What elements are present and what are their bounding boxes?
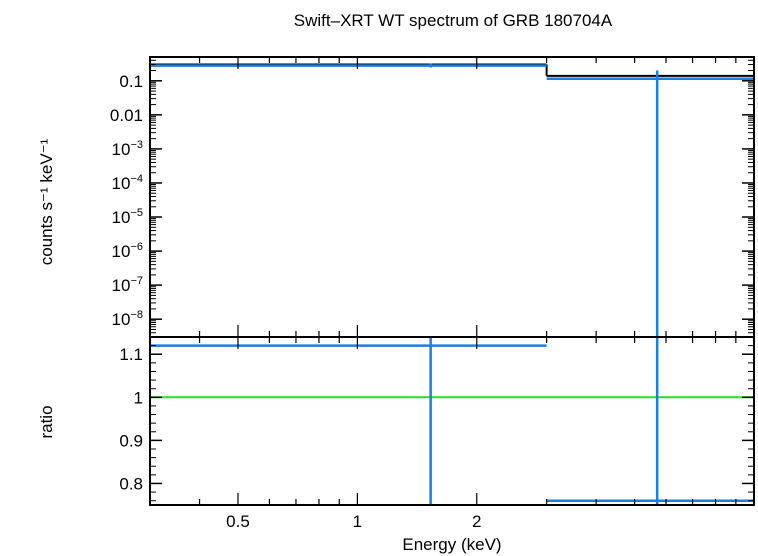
y-tick-label: 10−3: [112, 139, 143, 159]
x-tick-label: 0.5: [226, 512, 250, 531]
ratio-y-tick-label: 0.8: [119, 474, 143, 493]
ratio-y-tick-label: 1.1: [119, 345, 143, 364]
spectrum-panel: 0.1 0.01 10−3 10−4 10−5 10−6 10−7 10−8 counts s…: [37, 56, 755, 338]
spectrum-x-ticks: [149, 57, 737, 337]
ratio-points-group: [150, 337, 754, 505]
chart-title: Swift–XRT WT spectrum of GRB 180704A: [294, 11, 613, 30]
x-axis-label: Energy (keV): [402, 535, 501, 554]
y-tick-label: 10−8: [112, 309, 143, 329]
data-points-group: [150, 63, 754, 337]
ratio-y-tick-label: 1: [134, 388, 143, 407]
x-tick-label: 1: [353, 512, 362, 531]
y-tick-label: 10−5: [112, 207, 143, 227]
y-tick-label: 10−7: [112, 275, 143, 295]
spectrum-y-ticks: 0.1 0.01 10−3 10−4 10−5 10−6 10−7 10−8: [110, 56, 754, 338]
ratio-y-tick-label: 0.9: [119, 431, 143, 450]
y-tick-label: 0.1: [119, 72, 143, 91]
y-tick-label: 0.01: [110, 106, 143, 125]
y-tick-label: 10−4: [112, 173, 143, 193]
ratio-x-ticks: 0.5 1 2: [149, 337, 737, 531]
spectrum-panel-frame: [149, 56, 755, 338]
ratio-panel: 1.1 1 0.9 0.8 0.5 1 2 ratio Energy (keV): [37, 336, 755, 554]
ratio-panel-frame: [149, 336, 755, 506]
x-tick-label: 2: [472, 512, 481, 531]
y-tick-label: 10−6: [112, 241, 143, 261]
ratio-y-axis-label: ratio: [37, 405, 56, 438]
spectrum-y-axis-label: counts s⁻¹ keV⁻¹: [37, 138, 56, 265]
ratio-y-ticks: 1.1 1 0.9 0.8: [119, 345, 754, 502]
